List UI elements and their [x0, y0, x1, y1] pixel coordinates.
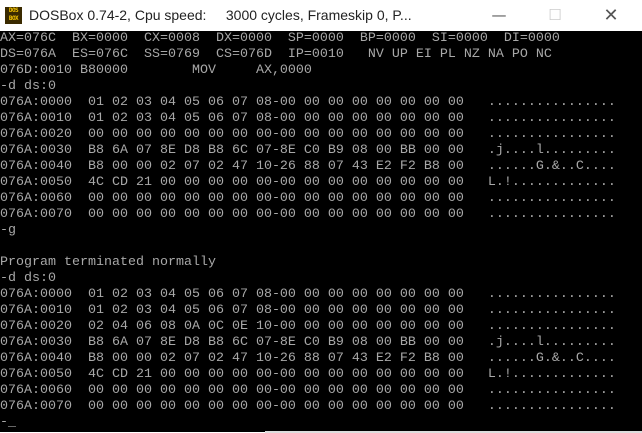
terminal-line: -d ds:0 [0, 271, 56, 286]
terminal-line: DS=076A ES=076C SS=0769 CS=076D IP=0010 … [0, 47, 552, 62]
close-icon: ✕ [603, 5, 619, 26]
terminal-line: 076A:0030 B8 6A 07 8E D8 B8 6C 07-8E C0 … [0, 143, 616, 158]
terminal-line: 076A:0020 02 04 06 08 0A 0C 0E 10-00 00 … [0, 319, 616, 334]
terminal-line [0, 239, 642, 255]
terminal-line: 076A:0020 00 00 00 00 00 00 00 00-00 00 … [0, 127, 616, 142]
terminal-line: 076A:0030 B8 6A 07 8E D8 B8 6C 07-8E C0 … [0, 335, 616, 350]
maximize-button[interactable]: ☐ [532, 0, 578, 31]
dos-terminal[interactable]: AX=076C BX=0000 CX=0008 DX=0000 SP=0000 … [0, 31, 642, 432]
minimize-icon: — [491, 6, 507, 24]
terminal-line: 076A:0040 B8 00 00 02 07 02 47 10-26 88 … [0, 351, 616, 366]
terminal-line: 076A:0010 01 02 03 04 05 06 07 08-00 00 … [0, 111, 616, 126]
terminal-line: Program terminated normally [0, 255, 216, 270]
terminal-line: 076A:0070 00 00 00 00 00 00 00 00-00 00 … [0, 207, 616, 222]
terminal-line: 076A:0010 01 02 03 04 05 06 07 08-00 00 … [0, 303, 616, 318]
dosbox-app-icon[interactable]: DOS BOX [5, 7, 22, 24]
terminal-line: 076A:0000 01 02 03 04 05 06 07 08-00 00 … [0, 287, 616, 302]
minimize-button[interactable]: — [476, 0, 522, 31]
window-title: DOSBox 0.74-2, Cpu speed: 3000 cycles, F… [29, 7, 412, 23]
terminal-line: -d ds:0 [0, 79, 56, 94]
terminal-line: 076A:0060 00 00 00 00 00 00 00 00-00 00 … [0, 191, 616, 206]
maximize-icon: ☐ [548, 6, 562, 24]
terminal-line: 076A:0060 00 00 00 00 00 00 00 00-00 00 … [0, 383, 616, 398]
terminal-line: 076A:0040 B8 00 00 02 07 02 47 10-26 88 … [0, 159, 616, 174]
terminal-line: -_ [0, 415, 16, 430]
terminal-line: 076A:0070 00 00 00 00 00 00 00 00-00 00 … [0, 399, 616, 414]
terminal-line: AX=076C BX=0000 CX=0008 DX=0000 SP=0000 … [0, 31, 560, 46]
terminal-line: 076A:0050 4C CD 21 00 00 00 00 00-00 00 … [0, 175, 616, 190]
window-border [265, 431, 642, 433]
terminal-line: 076A:0000 01 02 03 04 05 06 07 08-00 00 … [0, 95, 616, 110]
title-bar[interactable]: DOS BOX DOSBox 0.74-2, Cpu speed: 3000 cy… [0, 0, 642, 31]
terminal-line: 076D:0010 B80000 MOV AX,0000 [0, 63, 312, 78]
terminal-line: 076A:0050 4C CD 21 00 00 00 00 00-00 00 … [0, 367, 616, 382]
terminal-line: -g [0, 223, 16, 238]
close-button[interactable]: ✕ [588, 0, 634, 31]
